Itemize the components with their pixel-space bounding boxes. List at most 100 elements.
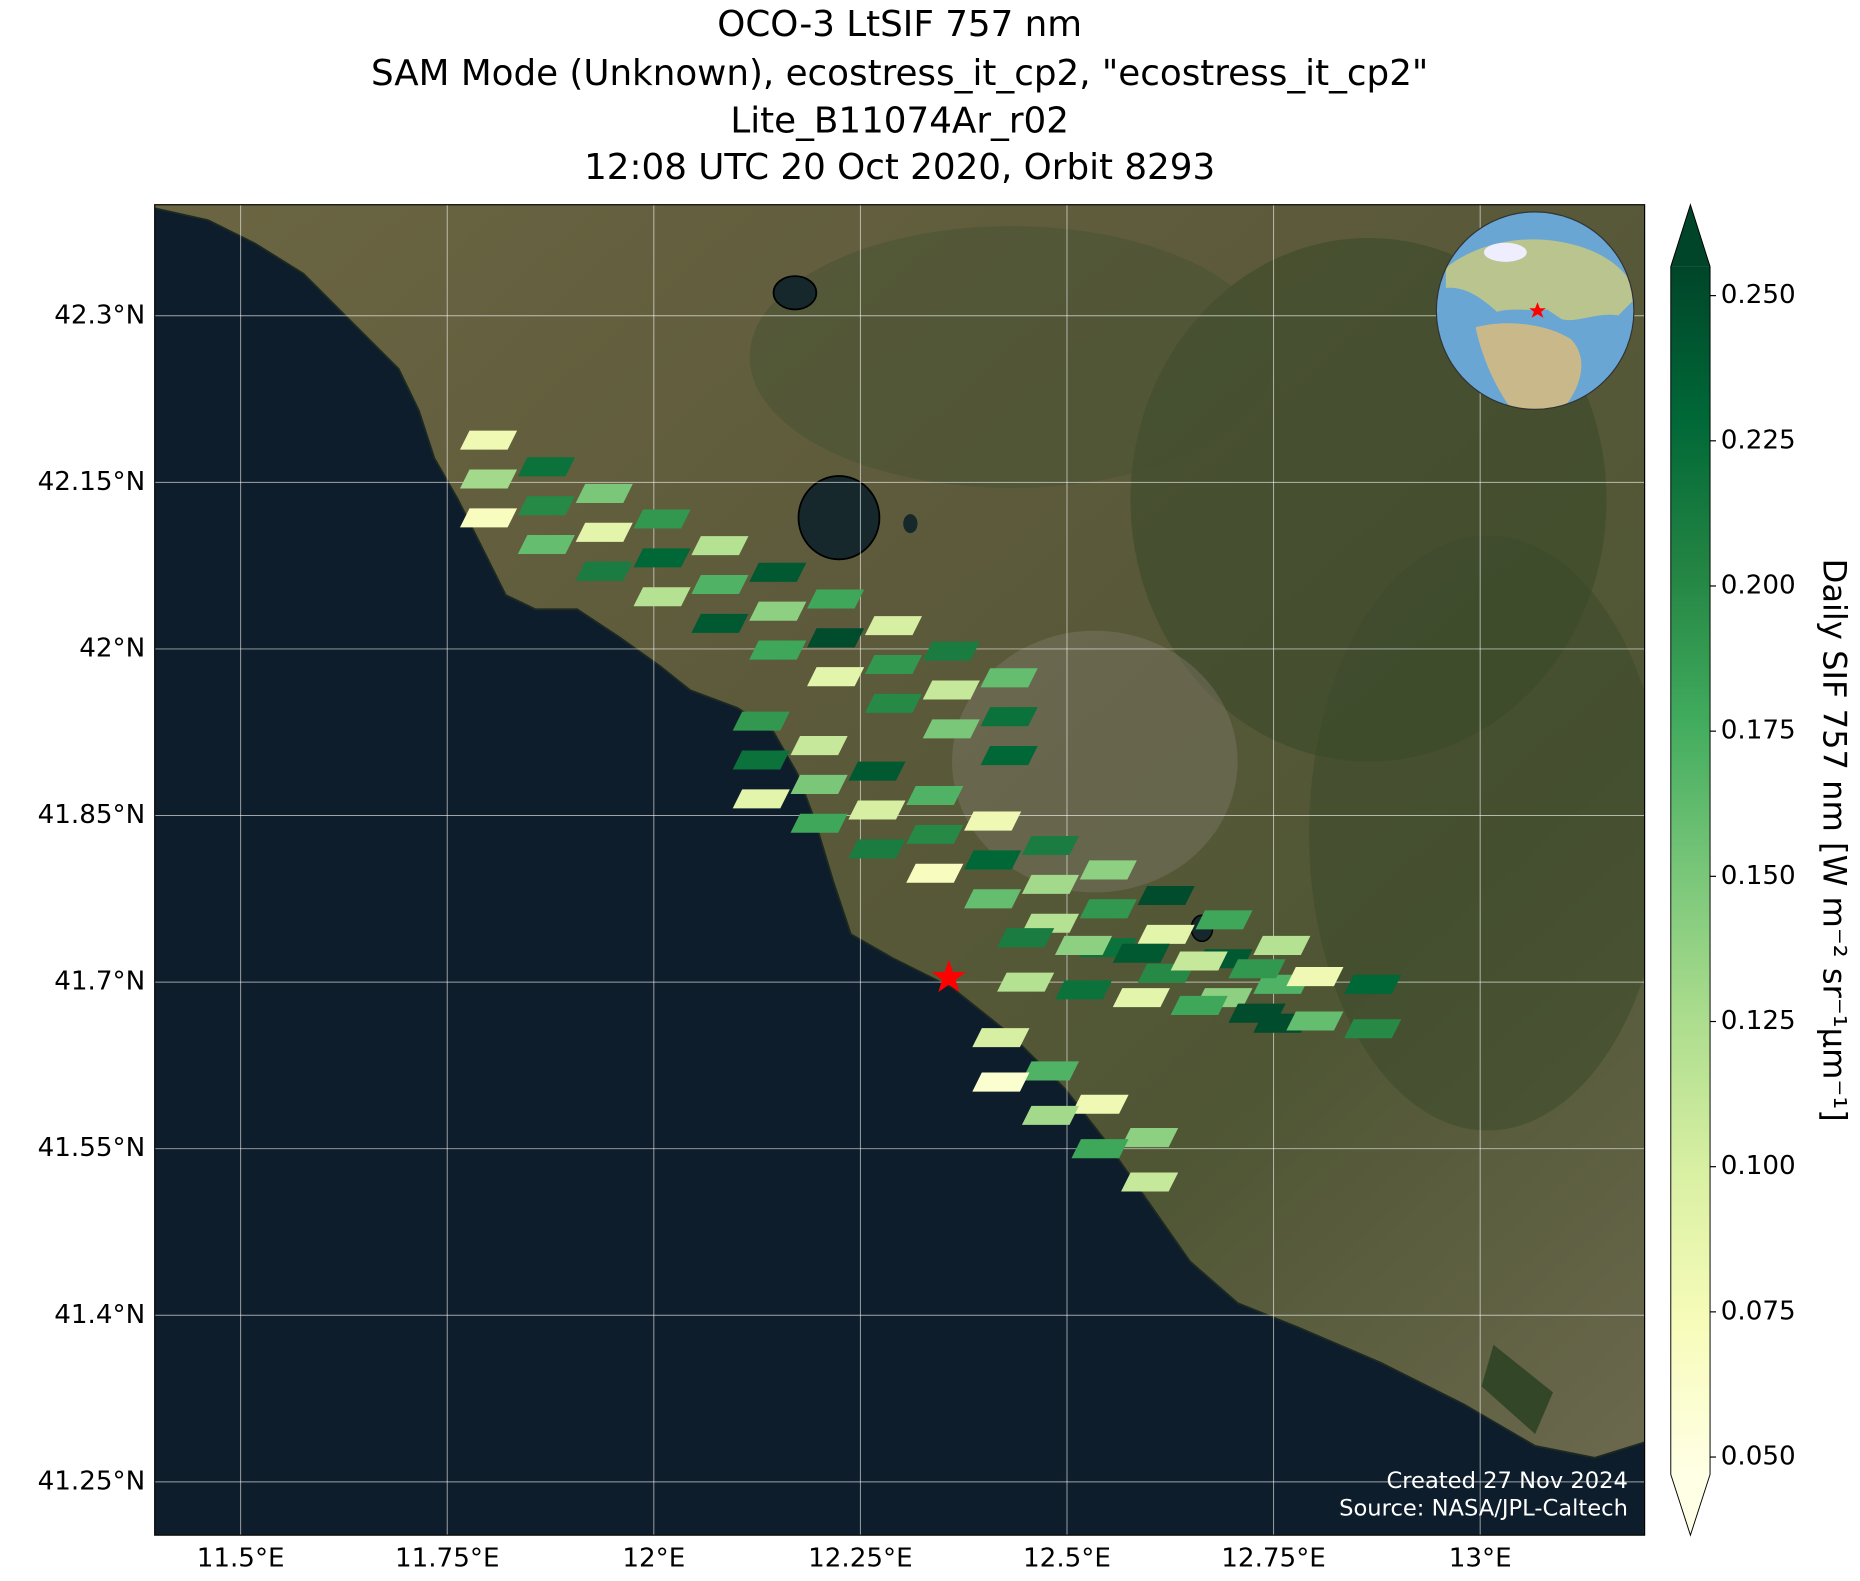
land-patch (1309, 535, 1645, 1131)
sif-footprint (790, 736, 848, 756)
sif-footprint (749, 601, 807, 621)
sif-footprint (749, 562, 807, 582)
sif-footprint (964, 889, 1022, 909)
colorbar-label: Daily SIF 757 nm [W m⁻² sr⁻¹µm⁻¹] (1816, 559, 1854, 1122)
sif-footprint (906, 824, 964, 844)
sif-footprint (1253, 935, 1311, 955)
sif-footprint (922, 719, 980, 739)
sif-footprint (459, 430, 518, 450)
sif-footprint (922, 641, 980, 661)
x-tick-label: 12.25°E (808, 1543, 913, 1573)
globe-land (1475, 323, 1582, 410)
colorbar-extend-max (1670, 204, 1711, 267)
sif-footprint (1079, 860, 1137, 880)
sif-footprint (1021, 1061, 1080, 1081)
sif-footprint (972, 1072, 1030, 1092)
sif-footprint (906, 863, 964, 883)
sif-footprint (459, 469, 518, 489)
sif-footprint (906, 786, 964, 806)
grid (154, 204, 1645, 1536)
sif-footprint (1228, 1003, 1286, 1023)
globe-inset (1435, 211, 1635, 410)
sif-footprint (732, 711, 790, 731)
sif-footprint (575, 483, 633, 503)
title-line: OCO-3 LtSIF 757 nm (717, 4, 1082, 45)
sif-footprint (864, 693, 923, 713)
colorbar: 0.050 0.075 0.100 0.125 0.150 0.175 0.200 0.225… (1670, 203, 1796, 1537)
sif-footprint (1071, 1139, 1129, 1159)
x-tick-label: 11.75°E (395, 1543, 500, 1573)
sif-footprint (575, 561, 633, 581)
colorbar-body (1670, 266, 1711, 1475)
sif-footprint (848, 800, 906, 820)
sif-footprint (691, 575, 749, 595)
sif-footprint (1021, 913, 1080, 933)
y-tick-label: 41.7°N (54, 967, 145, 997)
city-area (952, 630, 1238, 893)
sif-footprint (807, 667, 865, 687)
sif-footprint (517, 496, 575, 516)
sif-footprint (732, 750, 790, 770)
sif-footprint (964, 850, 1022, 870)
sif-footprint (1021, 874, 1080, 894)
sif-footprint (1170, 995, 1228, 1015)
sif-footprint (1121, 1172, 1179, 1192)
basemap (154, 204, 1645, 1536)
sif-footprint (1079, 899, 1137, 919)
sif-footprint (1054, 935, 1113, 955)
sif-footprint (1344, 1019, 1402, 1039)
sif-footprint (807, 589, 865, 609)
y-tick-label: 42.15°N (38, 467, 146, 497)
colorbar-extend-min (1670, 1474, 1711, 1536)
colorbar-tick-label: 0.250 (1721, 280, 1796, 310)
globe-outline (1435, 211, 1635, 410)
sif-footprint (633, 509, 691, 529)
colorbar-tick-label: 0.225 (1721, 425, 1796, 455)
sif-footprint (1071, 1094, 1129, 1114)
sif-footprint (997, 972, 1055, 992)
sif-footprint (691, 536, 749, 556)
sif-footprint (732, 789, 790, 809)
colorbar-tick-label: 0.150 (1721, 861, 1796, 891)
y-tick-label: 41.85°N (38, 800, 146, 830)
colorbar-tick-label: 0.200 (1721, 570, 1796, 600)
title-line: SAM Mode (Unknown), ecostress_it_cp2, "e… (371, 53, 1428, 94)
sif-footprint (1344, 974, 1402, 994)
x-tick-label: 13°E (1449, 1543, 1512, 1573)
colorbar-tick-label: 0.175 (1721, 716, 1796, 746)
sif-footprint (1228, 959, 1286, 979)
sif-footprint (1021, 835, 1080, 856)
sif-footprint (517, 457, 575, 477)
sif-footprint (980, 746, 1038, 766)
x-tick-label: 12.5°E (1023, 1543, 1111, 1573)
sif-footprint (517, 535, 575, 555)
sif-footprint (575, 522, 633, 542)
sif-footprint (790, 813, 848, 833)
sif-footprint (459, 508, 518, 528)
title-line: 12:08 UTC 20 Oct 2020, Orbit 8293 (584, 147, 1215, 188)
sif-footprint (864, 616, 923, 636)
sif-footprint (633, 548, 691, 568)
sif-footprint (980, 668, 1038, 688)
title-line: Lite_B11074Ar_r02 (730, 101, 1069, 142)
y-tick-label: 41.4°N (54, 1300, 145, 1330)
land-patch (749, 226, 1274, 488)
sif-footprint (1112, 988, 1170, 1008)
sif-footprint (972, 1028, 1030, 1048)
globe-ice (1483, 242, 1527, 262)
sif-footprint (1170, 951, 1228, 971)
lake (772, 275, 818, 311)
sea (154, 207, 1645, 1536)
globe-marker (1529, 302, 1546, 318)
y-tick-label: 42.3°N (54, 300, 145, 330)
sif-footprint (1054, 980, 1113, 1000)
sif-footprint (1021, 1105, 1080, 1125)
colorbar-outline (1670, 203, 1711, 1537)
sif-footprint (997, 928, 1055, 948)
colorbar-tick-label: 0.100 (1721, 1151, 1796, 1181)
land-patch (1481, 1344, 1553, 1435)
sif-footprint (864, 654, 923, 675)
y-tick-label: 42°N (79, 633, 145, 663)
